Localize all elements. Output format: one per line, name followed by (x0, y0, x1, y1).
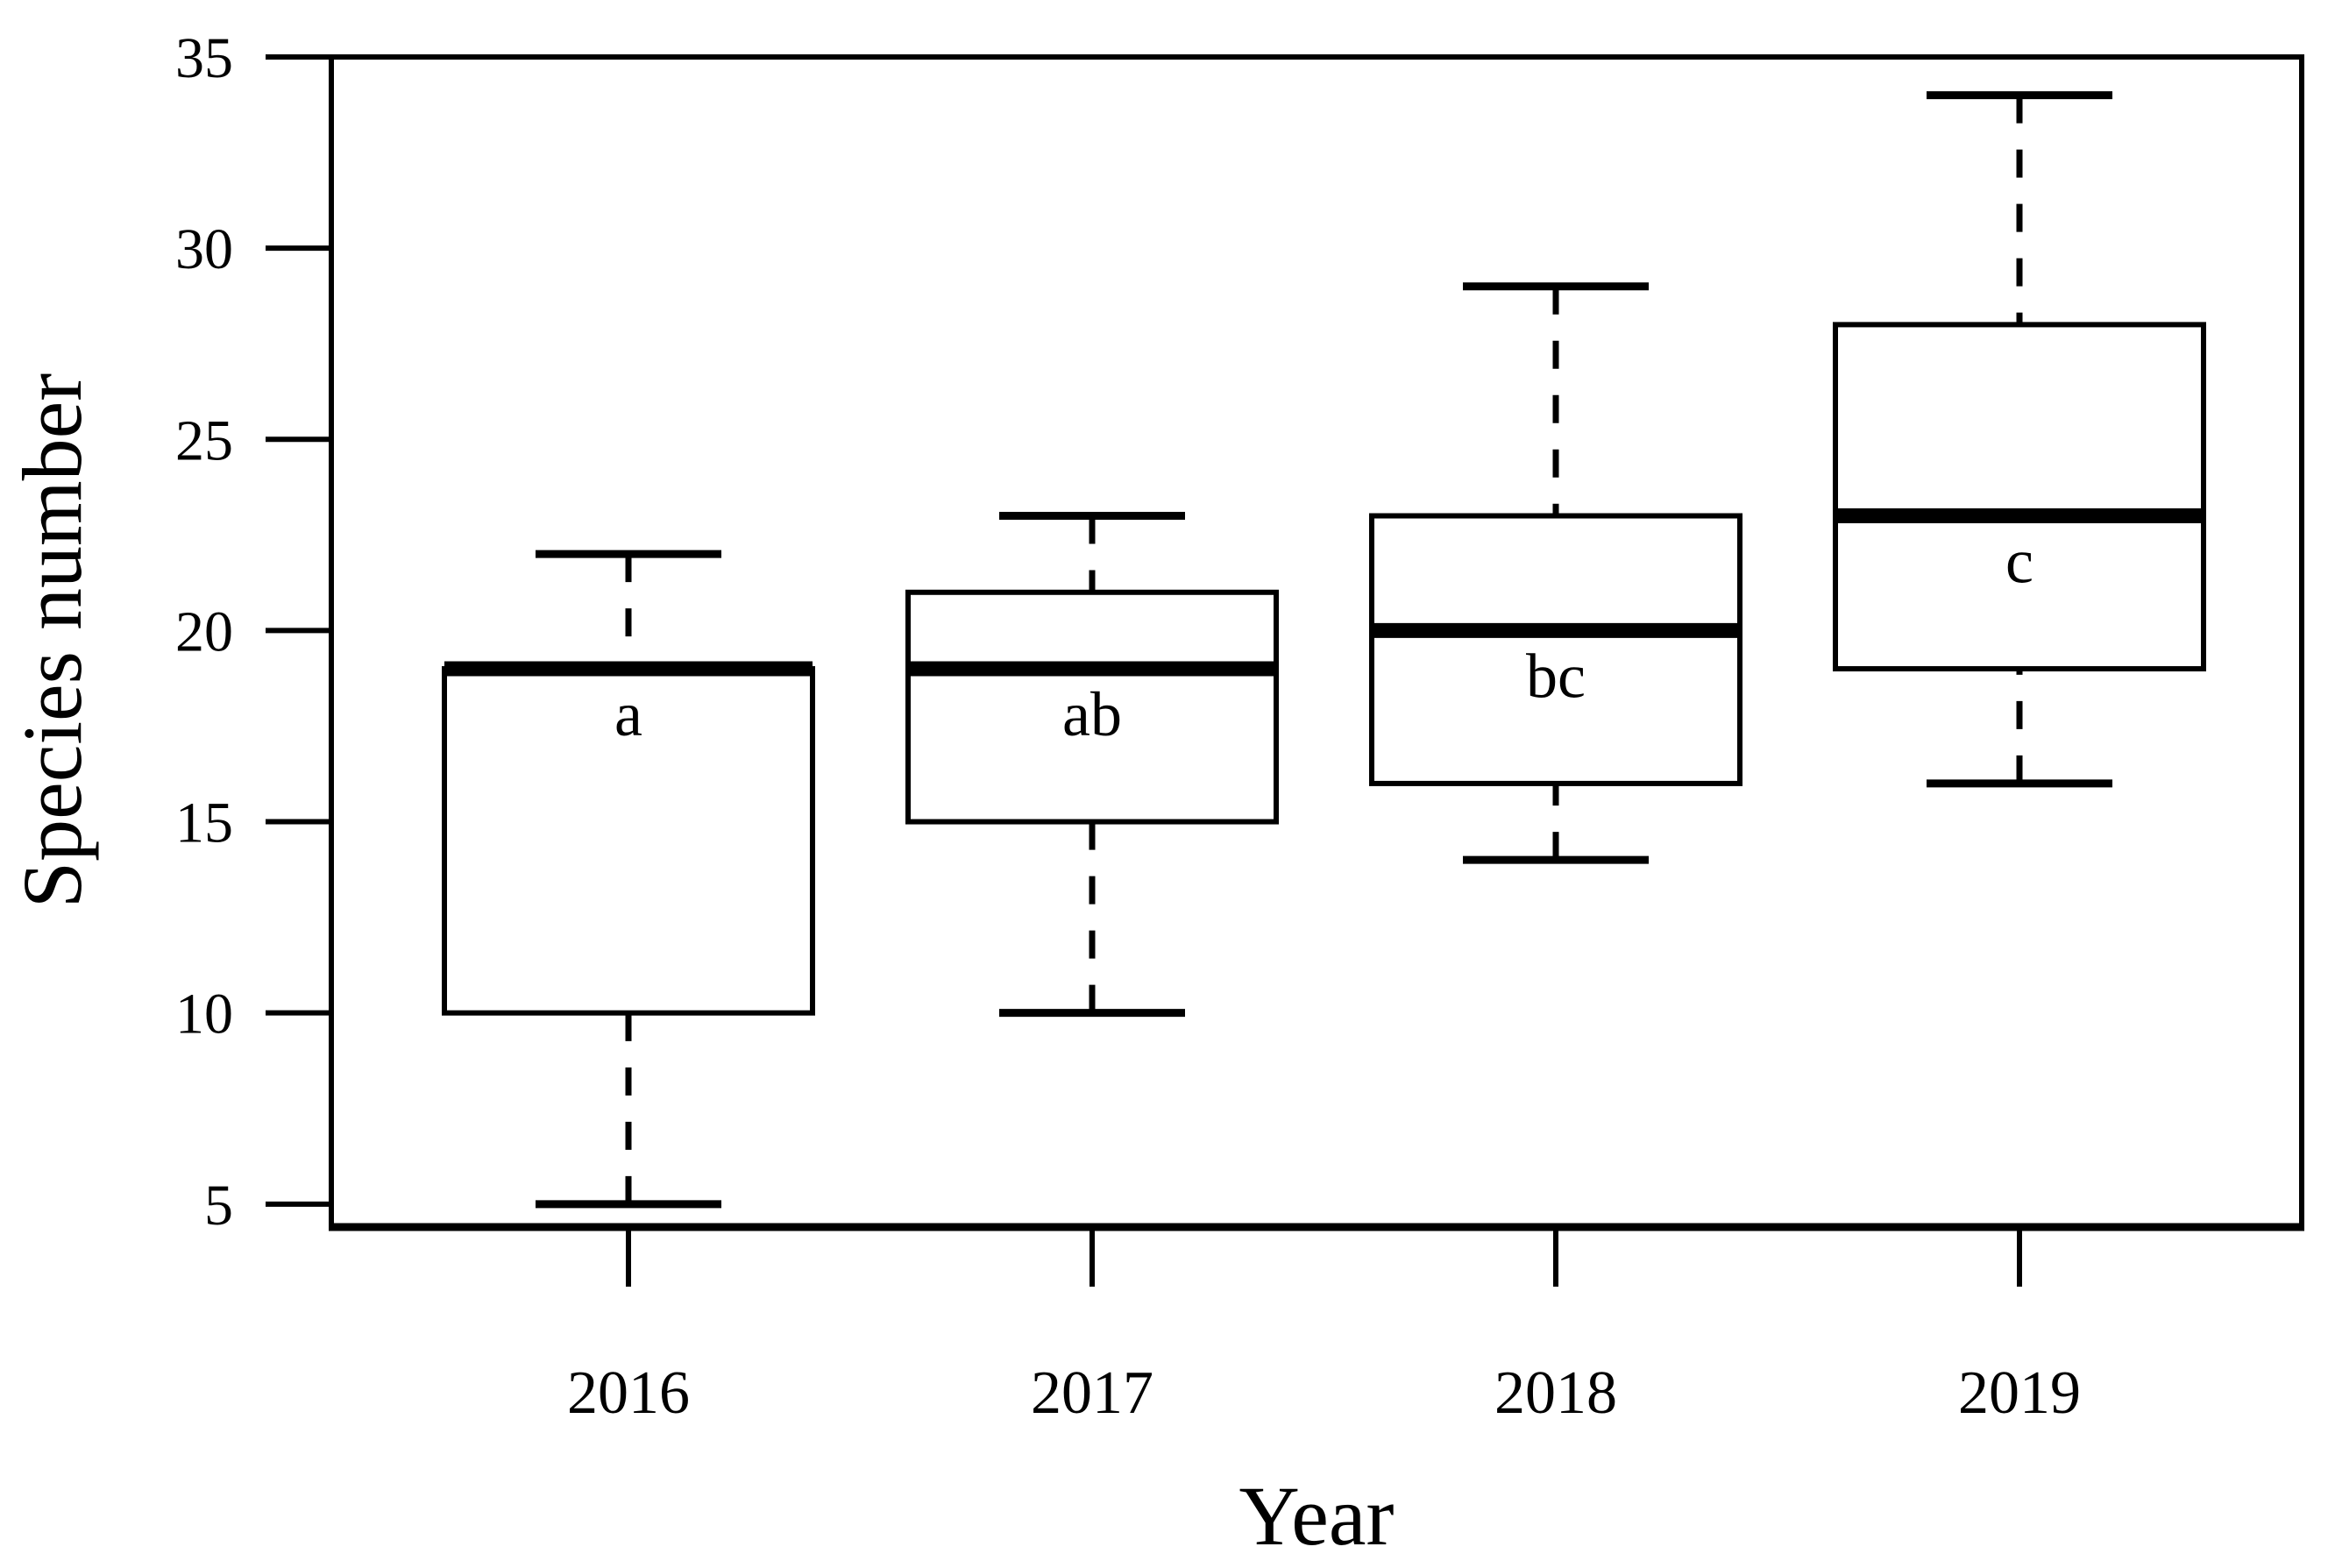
boxplot-group-2018: bc (1369, 282, 1742, 864)
y-tick-label: 10 (175, 983, 233, 1047)
y-tick-label: 35 (175, 26, 233, 90)
x-tick-label: 2019 (1958, 1359, 2081, 1427)
y-tick-label: 30 (175, 217, 233, 281)
y-axis-title: Species number (5, 373, 99, 909)
boxplot-group-2019: c (1833, 91, 2206, 788)
iqr-box (1833, 322, 2206, 672)
boxplot-series: a ab bc c (442, 91, 2206, 1209)
significance-letter: ab (1062, 679, 1122, 749)
boxplot-group-2016: a (442, 550, 815, 1209)
x-axis: 2016 2017 2018 2019 (567, 1227, 2081, 1427)
x-axis-title: Year (1239, 1469, 1395, 1563)
x-tick-label: 2016 (567, 1359, 690, 1427)
y-axis: 5 10 15 20 25 30 35 (175, 26, 331, 1238)
significance-letter: c (2005, 527, 2033, 597)
y-tick-label: 25 (175, 408, 233, 472)
significance-letter: a (614, 679, 642, 749)
x-tick-label: 2018 (1494, 1359, 1617, 1427)
iqr-box (1369, 513, 1742, 786)
iqr-box (905, 589, 1279, 825)
y-tick-label: 5 (204, 1174, 233, 1238)
x-tick-label: 2017 (1031, 1359, 1153, 1427)
significance-letter: bc (1526, 641, 1586, 711)
y-tick-label: 15 (175, 791, 233, 855)
y-tick-label: 20 (175, 600, 233, 663)
boxplot-group-2017: ab (905, 512, 1279, 1018)
